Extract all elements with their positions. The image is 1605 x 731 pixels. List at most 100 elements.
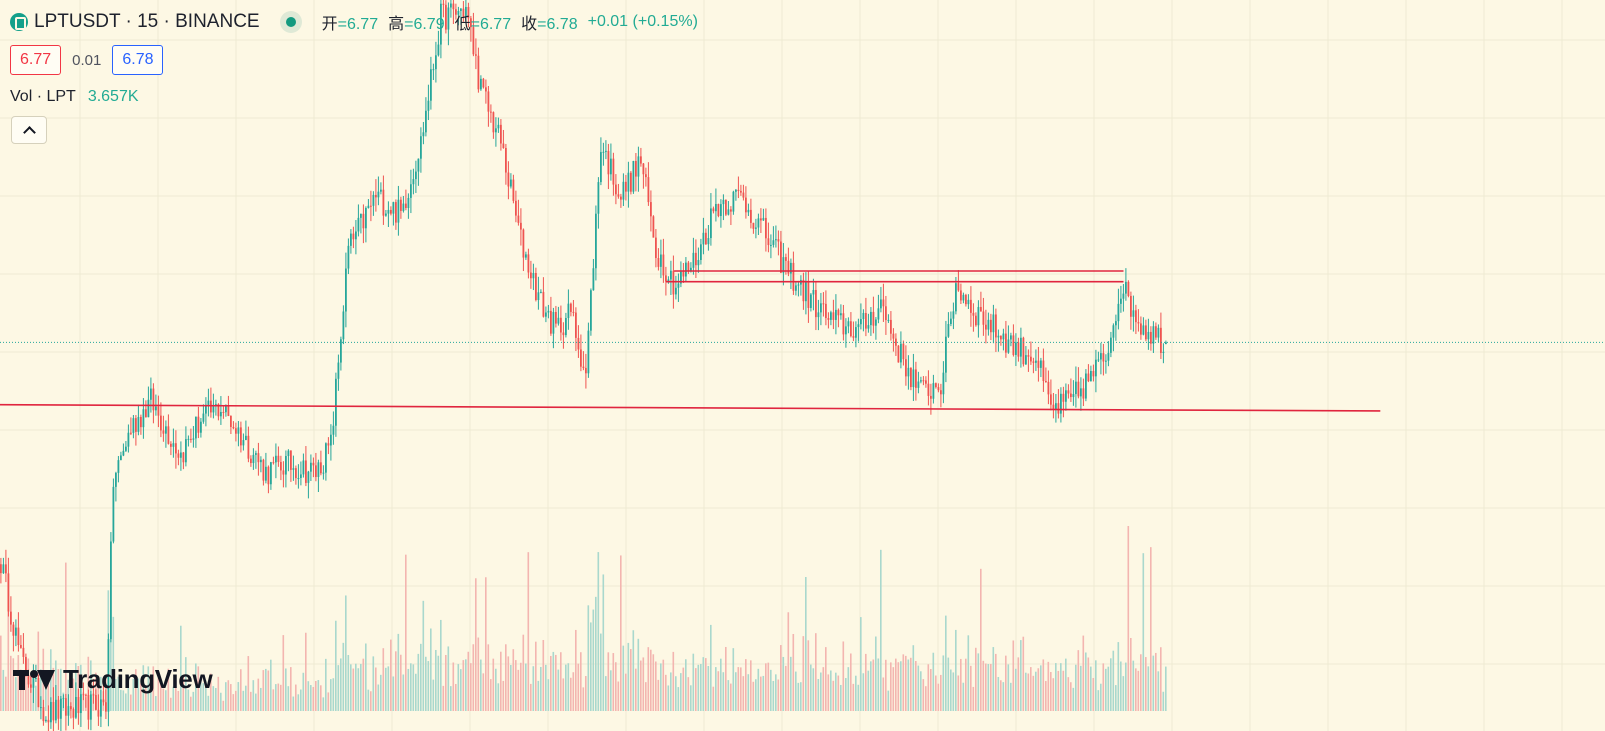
- candle-body: [852, 336, 855, 338]
- volume-bar: [1032, 675, 1035, 711]
- volume-bar: [782, 656, 785, 711]
- candle-body: [375, 194, 377, 198]
- volume-bar: [887, 690, 890, 711]
- candle-body: [507, 172, 510, 187]
- volume-bar: [572, 672, 575, 711]
- candle-body: [275, 455, 277, 463]
- volume-legend[interactable]: Vol · LPT 3.657K: [10, 88, 139, 106]
- candle-body: [580, 349, 582, 367]
- volume-bar: [150, 682, 152, 711]
- volume-bar: [595, 596, 597, 711]
- volume-bar: [295, 684, 297, 711]
- candle-body: [950, 318, 952, 324]
- volume-bar: [165, 690, 167, 711]
- candle-body: [1142, 325, 1145, 335]
- volume-bar: [617, 681, 620, 711]
- volume-bar: [602, 574, 605, 711]
- volume-bar: [262, 670, 265, 711]
- volume-bar: [90, 660, 92, 711]
- candle-body: [625, 181, 627, 192]
- volume-bar: [700, 664, 702, 711]
- candle-body: [1035, 360, 1037, 363]
- volume-bar: [117, 676, 120, 711]
- volume-bar: [240, 669, 242, 711]
- volume-bar: [1122, 676, 1125, 711]
- candle-body: [50, 702, 52, 723]
- volume-bar: [562, 678, 565, 711]
- candle-body: [60, 698, 62, 719]
- candle-body: [765, 217, 767, 239]
- volume-bar: [447, 646, 450, 711]
- volume-bar: [932, 652, 935, 711]
- candle-body: [230, 415, 232, 427]
- candle-body: [267, 466, 270, 485]
- volume-bar: [22, 670, 25, 711]
- volume-bar: [670, 672, 672, 711]
- candle-body: [1140, 323, 1142, 335]
- candle-body: [1090, 370, 1092, 382]
- candle-body: [697, 259, 700, 266]
- volume-bar: [692, 653, 695, 711]
- volume-bar: [1147, 666, 1150, 711]
- volume-bar: [327, 692, 330, 711]
- candle-body: [70, 706, 72, 710]
- tradingview-logo[interactable]: TradingView: [13, 664, 213, 695]
- volume-bar: [767, 662, 770, 711]
- volume-bar: [685, 659, 687, 711]
- candle-body: [547, 310, 550, 313]
- candle-body: [622, 181, 625, 200]
- sell-price-button[interactable]: 6.77: [10, 45, 62, 75]
- candle-body: [65, 698, 67, 716]
- market-status-icon[interactable]: [279, 11, 302, 33]
- volume-bar: [1165, 666, 1167, 711]
- candle-body: [1107, 352, 1110, 361]
- volume-bar: [817, 679, 820, 711]
- volume-bar: [1042, 659, 1045, 711]
- volume-bar: [40, 669, 42, 711]
- candle-body: [95, 695, 97, 710]
- volume-bar: [10, 655, 12, 711]
- volume-bar: [480, 659, 482, 711]
- volume-bar: [850, 653, 852, 711]
- volume-bar: [135, 669, 137, 711]
- volume-bar: [977, 653, 980, 711]
- candle-body: [462, 8, 465, 18]
- volume-bar: [127, 675, 130, 711]
- volume-bar: [72, 678, 75, 711]
- candle-body: [237, 427, 240, 434]
- volume-bar: [1157, 671, 1160, 711]
- volume-bar: [417, 653, 420, 711]
- volume-bar: [672, 651, 675, 711]
- candle-body: [527, 254, 530, 273]
- candle-body: [1152, 326, 1155, 344]
- candle-body: [307, 471, 310, 483]
- candle-body: [482, 78, 485, 88]
- candle-body: [1005, 333, 1007, 353]
- volume-bar: [1117, 642, 1120, 711]
- candle-body: [627, 172, 630, 192]
- volume-bar: [757, 668, 760, 711]
- candle-body: [492, 112, 495, 133]
- candle-body: [512, 179, 515, 201]
- candle-body: [717, 204, 720, 217]
- collapse-legend-button[interactable]: [11, 116, 47, 144]
- volume-bar: [792, 633, 795, 711]
- candle-body: [1115, 321, 1117, 326]
- candle-body: [970, 299, 972, 313]
- volume-bar: [375, 667, 377, 711]
- volume-bar: [1092, 677, 1095, 711]
- volume-bar: [190, 696, 192, 711]
- candle-body: [962, 294, 965, 301]
- symbol-title[interactable]: LPTUSDT · 15 · BINANCE: [34, 11, 260, 32]
- candle-body: [480, 78, 482, 90]
- symbol-legend[interactable]: LPTUSDT · 15 · BINANCE 开=6.77 高=6.79 低=6…: [10, 10, 698, 34]
- candle-body: [57, 699, 60, 719]
- volume-bar: [1160, 647, 1162, 711]
- buy-price-button[interactable]: 6.78: [112, 45, 164, 75]
- candle-body: [927, 383, 930, 396]
- volume-bar: [25, 658, 27, 711]
- candle-body: [292, 468, 295, 470]
- volume-bar: [472, 644, 475, 711]
- volume-bar: [140, 683, 142, 711]
